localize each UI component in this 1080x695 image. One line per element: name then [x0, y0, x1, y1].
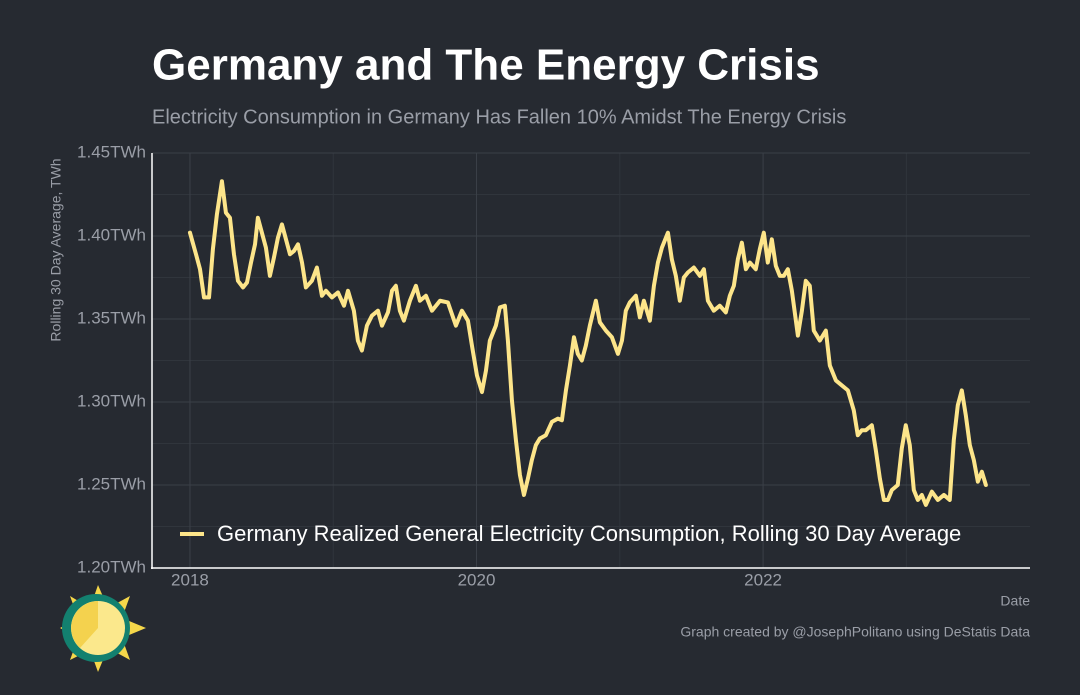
y-axis-label: Rolling 30 Day Average, TWh	[48, 158, 64, 341]
y-tick-label: 1.30TWh	[77, 391, 146, 410]
chart-subtitle: Electricity Consumption in Germany Has F…	[152, 106, 846, 128]
y-tick-label: 1.45TWh	[77, 142, 146, 161]
x-axis-label: Date	[1000, 593, 1030, 609]
y-tick-label: 1.40TWh	[77, 225, 146, 244]
x-tick-label: 2018	[171, 570, 209, 589]
logo	[60, 585, 146, 672]
series-line	[187, 179, 988, 507]
legend-label: Germany Realized General Electricity Con…	[217, 521, 961, 546]
x-tick-label: 2022	[744, 570, 782, 589]
plot: Germany Realized General Electricity Con…	[180, 179, 988, 546]
y-tick-label: 1.35TWh	[77, 308, 146, 327]
caption: Graph created by @JosephPolitano using D…	[680, 624, 1030, 640]
x-tick-label: 2020	[458, 570, 496, 589]
y-tick-label: 1.25TWh	[77, 474, 146, 493]
y-tick-label: 1.20TWh	[77, 557, 146, 576]
chart-title: Germany and The Energy Crisis	[152, 41, 820, 90]
